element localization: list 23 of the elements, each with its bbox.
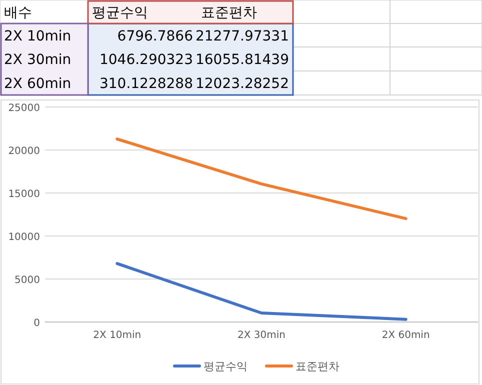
legend-label: 표준편차 — [296, 360, 340, 373]
category-label: 2X 60min — [4, 76, 72, 92]
y-tick-label: 10000 — [8, 232, 40, 243]
x-tick-label: 2X 60min — [382, 330, 430, 341]
y-tick-label: 20000 — [8, 146, 40, 157]
y-tick-label: 5000 — [14, 275, 40, 286]
category-label: 2X 30min — [4, 52, 72, 68]
y-tick-label: 0 — [34, 318, 40, 329]
text: 21277.97331 — [195, 28, 289, 44]
text: 310.1228288 — [99, 76, 193, 92]
text: 배수 — [4, 5, 32, 21]
category-label: 2X 10min — [4, 28, 72, 44]
text: 표준편차 — [201, 5, 257, 21]
x-tick-label: 2X 10min — [93, 330, 142, 341]
y-tick-label: 25000 — [8, 103, 40, 114]
x-tick-label: 2X 30min — [238, 330, 286, 341]
text: 평균수익 — [92, 5, 148, 21]
text: 16055.81439 — [195, 52, 289, 68]
text: 1046.290323 — [99, 52, 193, 68]
text: 6796.7866 — [117, 28, 194, 44]
text: 12023.28252 — [195, 76, 289, 92]
legend-label: 평균수익 — [204, 360, 248, 373]
y-tick-label: 15000 — [8, 189, 40, 200]
